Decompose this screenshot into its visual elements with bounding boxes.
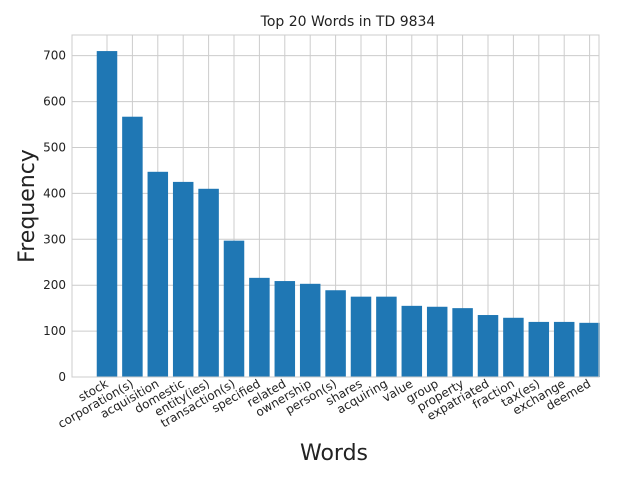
y-axis-ticks: 0 100 200 300 400 500 600 700 bbox=[43, 49, 66, 384]
y-tick-label: 0 bbox=[58, 370, 66, 384]
bar-ownership bbox=[299, 283, 321, 377]
bar-expatriated bbox=[477, 315, 499, 377]
y-tick-label: 100 bbox=[43, 324, 66, 338]
x-axis-label: Words bbox=[300, 441, 368, 466]
bar-value bbox=[401, 305, 423, 377]
bar-domestic bbox=[172, 181, 194, 377]
y-tick-label: 400 bbox=[43, 186, 66, 200]
bar-acquisition bbox=[147, 171, 169, 377]
bar-transaction(s) bbox=[223, 240, 245, 377]
bar-tax(es) bbox=[528, 321, 550, 377]
bar-related bbox=[274, 281, 296, 377]
bar-person(s) bbox=[325, 290, 346, 377]
bar-acquiring bbox=[376, 296, 397, 377]
bar-specified bbox=[249, 277, 270, 377]
y-tick-label: 300 bbox=[43, 232, 66, 246]
bar-deemed bbox=[579, 322, 600, 377]
bar-stock bbox=[96, 51, 118, 378]
y-axis-label: Frequency bbox=[15, 149, 40, 263]
y-tick-label: 600 bbox=[43, 95, 66, 109]
y-tick-label: 200 bbox=[43, 278, 66, 292]
bars bbox=[96, 51, 600, 378]
bar-shares bbox=[350, 296, 372, 377]
bar-fraction bbox=[503, 317, 524, 377]
bar-exchange bbox=[553, 321, 575, 377]
bar-corporation(s) bbox=[122, 116, 143, 377]
y-tick-label: 700 bbox=[43, 49, 66, 63]
bar-group bbox=[426, 306, 448, 377]
chart-title: Top 20 Words in TD 9834 bbox=[260, 14, 436, 30]
bar-entity(ies) bbox=[198, 188, 219, 377]
plot-frame bbox=[71, 34, 600, 378]
y-tick-label: 500 bbox=[43, 140, 66, 154]
bar-property bbox=[452, 308, 473, 377]
x-axis-ticks: stockcorporation(s)acquisitiondomesticen… bbox=[56, 376, 594, 431]
